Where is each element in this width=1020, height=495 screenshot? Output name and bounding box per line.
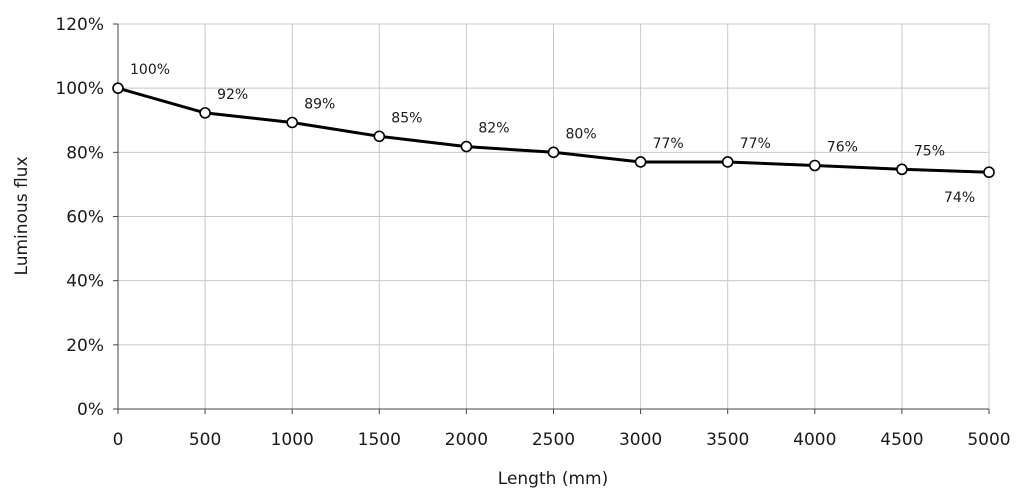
data-point-marker — [199, 107, 211, 119]
x-tick-label: 0 — [113, 430, 124, 450]
y-tick-label: 0% — [77, 400, 104, 420]
x-tick-label: 4000 — [793, 430, 836, 450]
y-tick-label: 20% — [66, 336, 104, 356]
axes — [113, 23, 990, 414]
data-point-marker — [112, 82, 124, 94]
x-tick-label: 1000 — [271, 430, 314, 450]
x-tick-label: 3000 — [619, 430, 662, 450]
y-tick-label: 120% — [55, 15, 104, 35]
data-point-marker — [634, 156, 647, 168]
x-tick-label: 2500 — [532, 430, 575, 450]
data-label: 100% — [130, 62, 170, 78]
data-label: 75% — [914, 143, 945, 159]
data-point-marker — [896, 163, 908, 176]
y-tick-label: 40% — [66, 272, 104, 292]
grid-lines — [118, 23, 990, 409]
data-label: 74% — [944, 190, 975, 206]
data-label: 92% — [217, 87, 248, 103]
data-label: 77% — [653, 136, 684, 152]
x-tick-label: 500 — [189, 430, 221, 450]
data-label: 76% — [827, 139, 858, 155]
x-tick-label: 2000 — [445, 430, 488, 450]
data-label: 82% — [478, 121, 509, 137]
y-tick-label: 100% — [55, 79, 104, 99]
data-point-marker — [373, 130, 386, 143]
data-label: 89% — [304, 96, 335, 112]
y-tick-label: 80% — [66, 143, 104, 163]
data-point-marker — [286, 116, 299, 129]
data-labels: 100% 92% 89% 85% 82% 80% 77% 77% 76% 75% 74% — [130, 62, 975, 206]
x-tick-label: 1500 — [358, 430, 401, 450]
y-axis-title: Luminous flux — [12, 157, 32, 276]
data-point-marker — [808, 159, 821, 172]
x-tick-label: 5000 — [967, 430, 1010, 450]
data-point-marker — [547, 146, 560, 159]
y-tick-labels: 0% 20% 40% 60% 80% 100% 120% — [55, 15, 104, 420]
x-axis-title: Length (mm) — [498, 469, 608, 489]
data-label: 85% — [391, 110, 422, 126]
y-tick-label: 60% — [66, 208, 104, 228]
data-point-marker — [460, 140, 473, 153]
data-label: 80% — [566, 126, 597, 142]
data-point-marker — [983, 166, 995, 179]
data-point-marker — [721, 156, 734, 168]
series — [112, 82, 995, 179]
x-tick-label: 4500 — [880, 430, 923, 450]
x-tick-labels: 0 500 1000 1500 2000 2500 3000 3500 4000 4500 5000 — [113, 430, 1011, 450]
x-tick-label: 3500 — [706, 430, 749, 450]
data-label: 77% — [740, 136, 771, 152]
